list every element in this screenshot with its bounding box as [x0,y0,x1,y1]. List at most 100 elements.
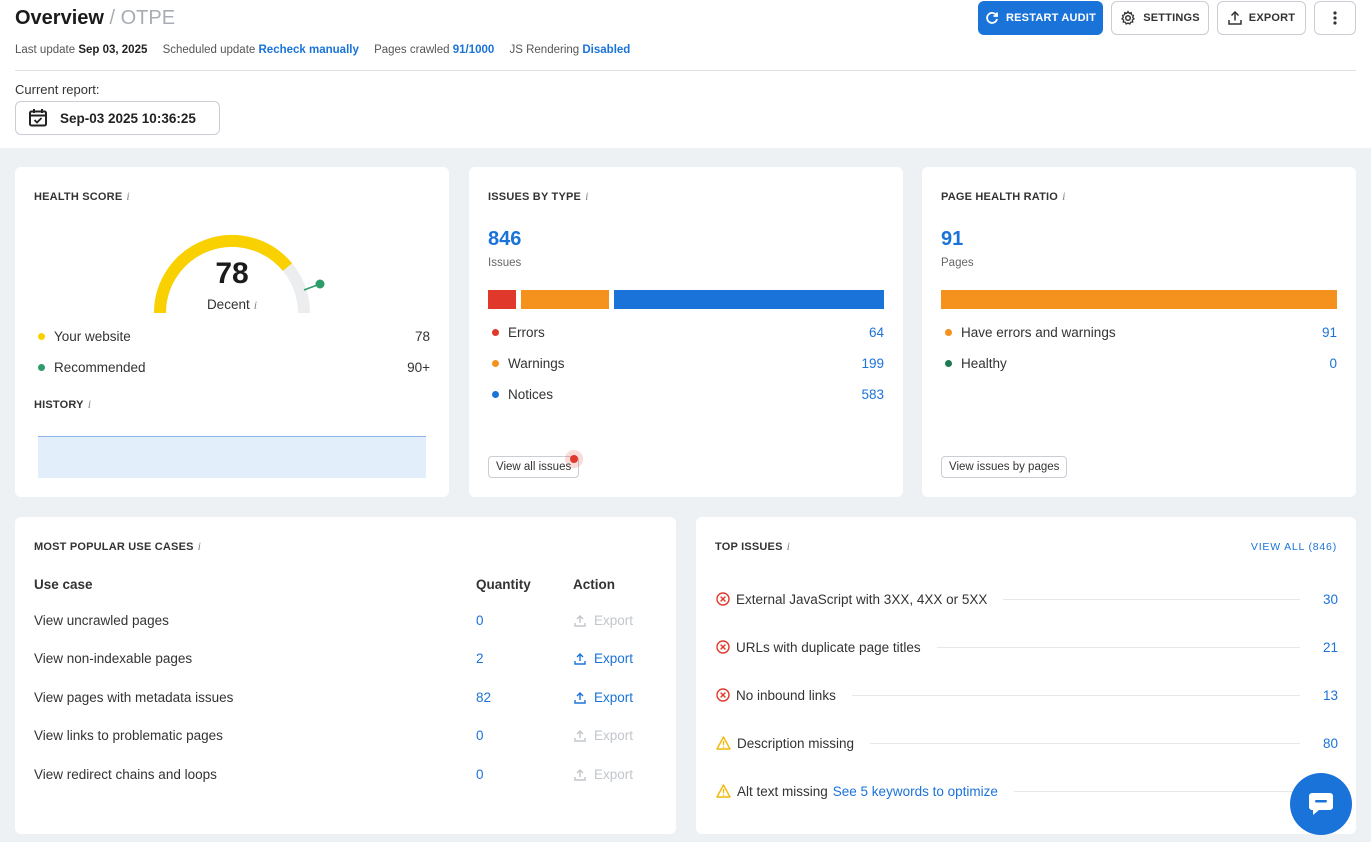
recommended-marker [315,279,325,289]
warnings-count[interactable]: 199 [861,356,884,371]
warning-triangle-icon [716,784,731,798]
more-options-button[interactable] [1314,1,1356,35]
chat-widget-button[interactable] [1290,773,1352,835]
use-case-export-button[interactable]: Export [574,767,633,782]
use-case-quantity[interactable]: 82 [476,690,492,705]
top-issue-row[interactable]: No inbound links 13 [716,685,1338,705]
top-issue-row[interactable]: Description missing 80 [716,733,1338,753]
use-case-quantity[interactable]: 0 [476,767,484,782]
column-action: Action [573,577,615,592]
top-issue-label[interactable]: Alt text missing [737,783,828,799]
history-chart[interactable] [38,436,426,478]
recommended-legend: Recommended [38,360,146,375]
top-issue-count[interactable]: 80 [1322,735,1338,751]
use-case-label[interactable]: View non-indexable pages [34,651,193,666]
info-icon[interactable]: i [1062,189,1066,203]
info-icon[interactable]: i [197,539,202,553]
use-case-export-label: Export [594,728,634,743]
top-issue-row[interactable]: URLs with duplicate page titles 21 [716,637,1338,657]
top-issues-card: TOP ISSUES i VIEW ALL (846) External Java… [696,517,1356,834]
export-button[interactable]: EXPORT [1217,1,1306,35]
use-case-export-button[interactable]: Export [574,690,633,705]
pages-total-label: Pages [941,257,974,269]
pulse-dot [570,455,578,463]
current-report-label: Current report: [15,82,100,97]
top-issue-count[interactable]: 30 [1322,591,1338,607]
use-case-export-button[interactable]: Export [574,613,633,628]
top-issue-row[interactable]: External JavaScript with 3XX, 4XX or 5XX… [716,589,1338,609]
healthy-dot [945,359,952,367]
top-issue-label[interactable]: External JavaScript with 3XX, 4XX or 5XX [736,591,988,607]
use-case-export-label: Export [594,690,634,705]
top-issue-label[interactable]: URLs with duplicate page titles [736,639,921,655]
top-issue-label[interactable]: Description missing [737,735,855,751]
scheduled-update-link[interactable]: Recheck manually [258,44,359,56]
pages-total[interactable]: 91 [941,228,964,250]
notices-segment[interactable] [614,290,884,309]
use-case-export-button[interactable]: Export [574,728,633,743]
health-score-rating: Decent i [132,297,332,313]
have-errors-count[interactable]: 91 [1321,325,1337,340]
use-case-label[interactable]: View links to problematic pages [34,728,223,743]
warning-triangle-icon [716,736,731,750]
warnings-segment[interactable] [521,290,609,309]
error-circle-icon [716,592,730,606]
settings-button[interactable]: SETTINGS [1111,1,1209,35]
errors-segment[interactable] [488,290,516,309]
use-case-label[interactable]: View uncrawled pages [34,613,169,628]
top-issue-row[interactable]: Alt text missing See 5 keywords to optimi… [716,781,1338,801]
use-case-quantity[interactable]: 0 [476,728,484,743]
use-case-export-button[interactable]: Export [574,651,633,666]
your-website-dot [38,332,45,340]
health-score-title-text: HEALTH SCORE [34,191,123,203]
issues-total[interactable]: 846 [488,228,522,250]
info-icon[interactable]: i [253,298,258,312]
issues-by-type-card: ISSUES BY TYPE i 846 Issues Errors 64 War… [469,167,903,497]
upload-icon [574,768,586,781]
info-icon[interactable]: i [87,397,92,411]
top-issue-count[interactable]: 21 [1322,639,1338,655]
errors-legend: Errors [492,325,545,340]
history-title: HISTORY i [34,397,91,412]
use-case-export-label: Export [594,651,634,666]
page-health-bar[interactable] [941,290,1337,309]
use-case-export-label: Export [594,767,634,782]
page-health-ratio-title-text: PAGE HEALTH RATIO [941,191,1059,203]
issues-distribution-bar [488,290,884,309]
top-issue-label[interactable]: No inbound links [736,687,836,703]
view-all-issues-button[interactable]: View all issues [488,456,580,478]
healthy-count[interactable]: 0 [1329,356,1337,371]
refresh-icon [986,12,998,24]
use-case-quantity[interactable]: 0 [476,613,484,628]
use-case-quantity[interactable]: 2 [476,651,484,666]
info-icon[interactable]: i [786,539,791,553]
info-icon[interactable]: i [126,189,130,203]
view-all-top-issues-link[interactable]: VIEW ALL (846) [1250,541,1337,553]
top-issue-leader [851,694,1300,696]
view-issues-by-pages-button[interactable]: View issues by pages [941,456,1068,478]
health-score-rating-text: Decent [206,297,250,312]
top-issues-title-text: TOP ISSUES [715,541,783,553]
pages-crawled-link[interactable]: 91/1000 [452,44,495,56]
restart-audit-button[interactable]: RESTART AUDIT [978,1,1103,35]
keywords-link[interactable]: See 5 keywords to optimize [832,783,998,799]
header-divider [15,70,1356,71]
js-rendering-link[interactable]: Disabled [582,44,631,56]
top-issue-count[interactable]: 13 [1322,687,1338,703]
info-icon[interactable]: i [585,189,589,203]
use-case-label[interactable]: View pages with metadata issues [34,690,234,705]
notices-legend: Notices [492,387,553,402]
scheduled-update-label: Scheduled update [162,44,256,56]
your-website-label: Your website [54,329,131,344]
use-case-label[interactable]: View redirect chains and loops [34,767,217,782]
top-issues-title: TOP ISSUES i [715,539,790,554]
report-date-selector[interactable]: Sep-03 2025 10:36:25 [15,101,220,135]
notices-label: Notices [508,387,554,402]
errors-count[interactable]: 64 [868,325,884,340]
page-header: Overview / OTPE Last update Sep 03, 2025… [0,0,1371,148]
column-use-case: Use case [34,577,93,592]
notices-count[interactable]: 583 [861,387,884,402]
have-errors-dot [945,328,952,336]
recommended-dot [38,363,45,371]
health-score-value: 78 [215,257,249,290]
